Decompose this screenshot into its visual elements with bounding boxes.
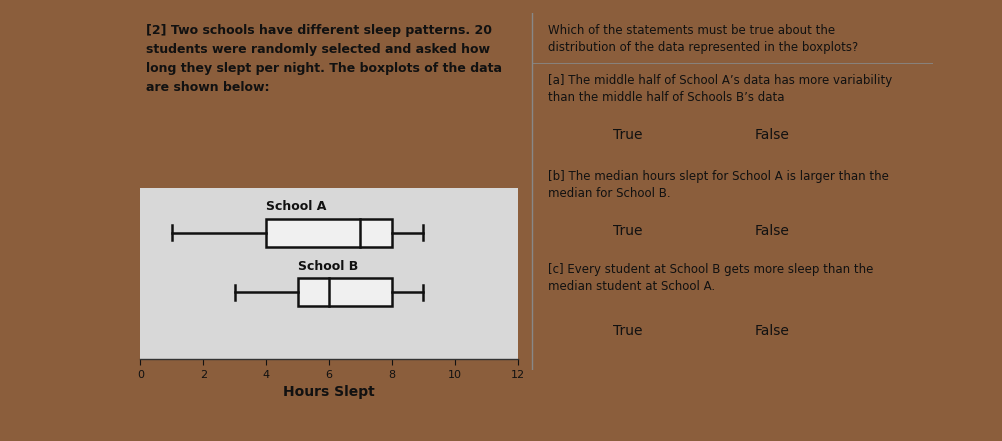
Text: School A: School A (266, 200, 327, 213)
Text: True: True (612, 324, 642, 338)
Text: [a] The middle half of School A’s data has more variability
than the middle half: [a] The middle half of School A’s data h… (547, 74, 891, 104)
Text: [b] The median hours slept for School A is larger than the
median for School B.: [b] The median hours slept for School A … (547, 170, 888, 200)
Text: School B: School B (298, 260, 358, 273)
Bar (298, 278, 392, 306)
Text: True: True (612, 127, 642, 142)
Text: [2] Two schools have different sleep patterns. 20
students were randomly selecte: [2] Two schools have different sleep pat… (146, 24, 502, 94)
X-axis label: Hours Slept: Hours Slept (283, 385, 375, 400)
Text: Which of the statements must be true about the
distribution of the data represen: Which of the statements must be true abo… (547, 24, 857, 54)
Text: True: True (612, 224, 642, 238)
Text: False: False (755, 324, 789, 338)
Text: False: False (755, 224, 789, 238)
Text: [c] Every student at School B gets more sleep than the
median student at School : [c] Every student at School B gets more … (547, 263, 872, 293)
Bar (266, 219, 392, 247)
Text: False: False (755, 127, 789, 142)
